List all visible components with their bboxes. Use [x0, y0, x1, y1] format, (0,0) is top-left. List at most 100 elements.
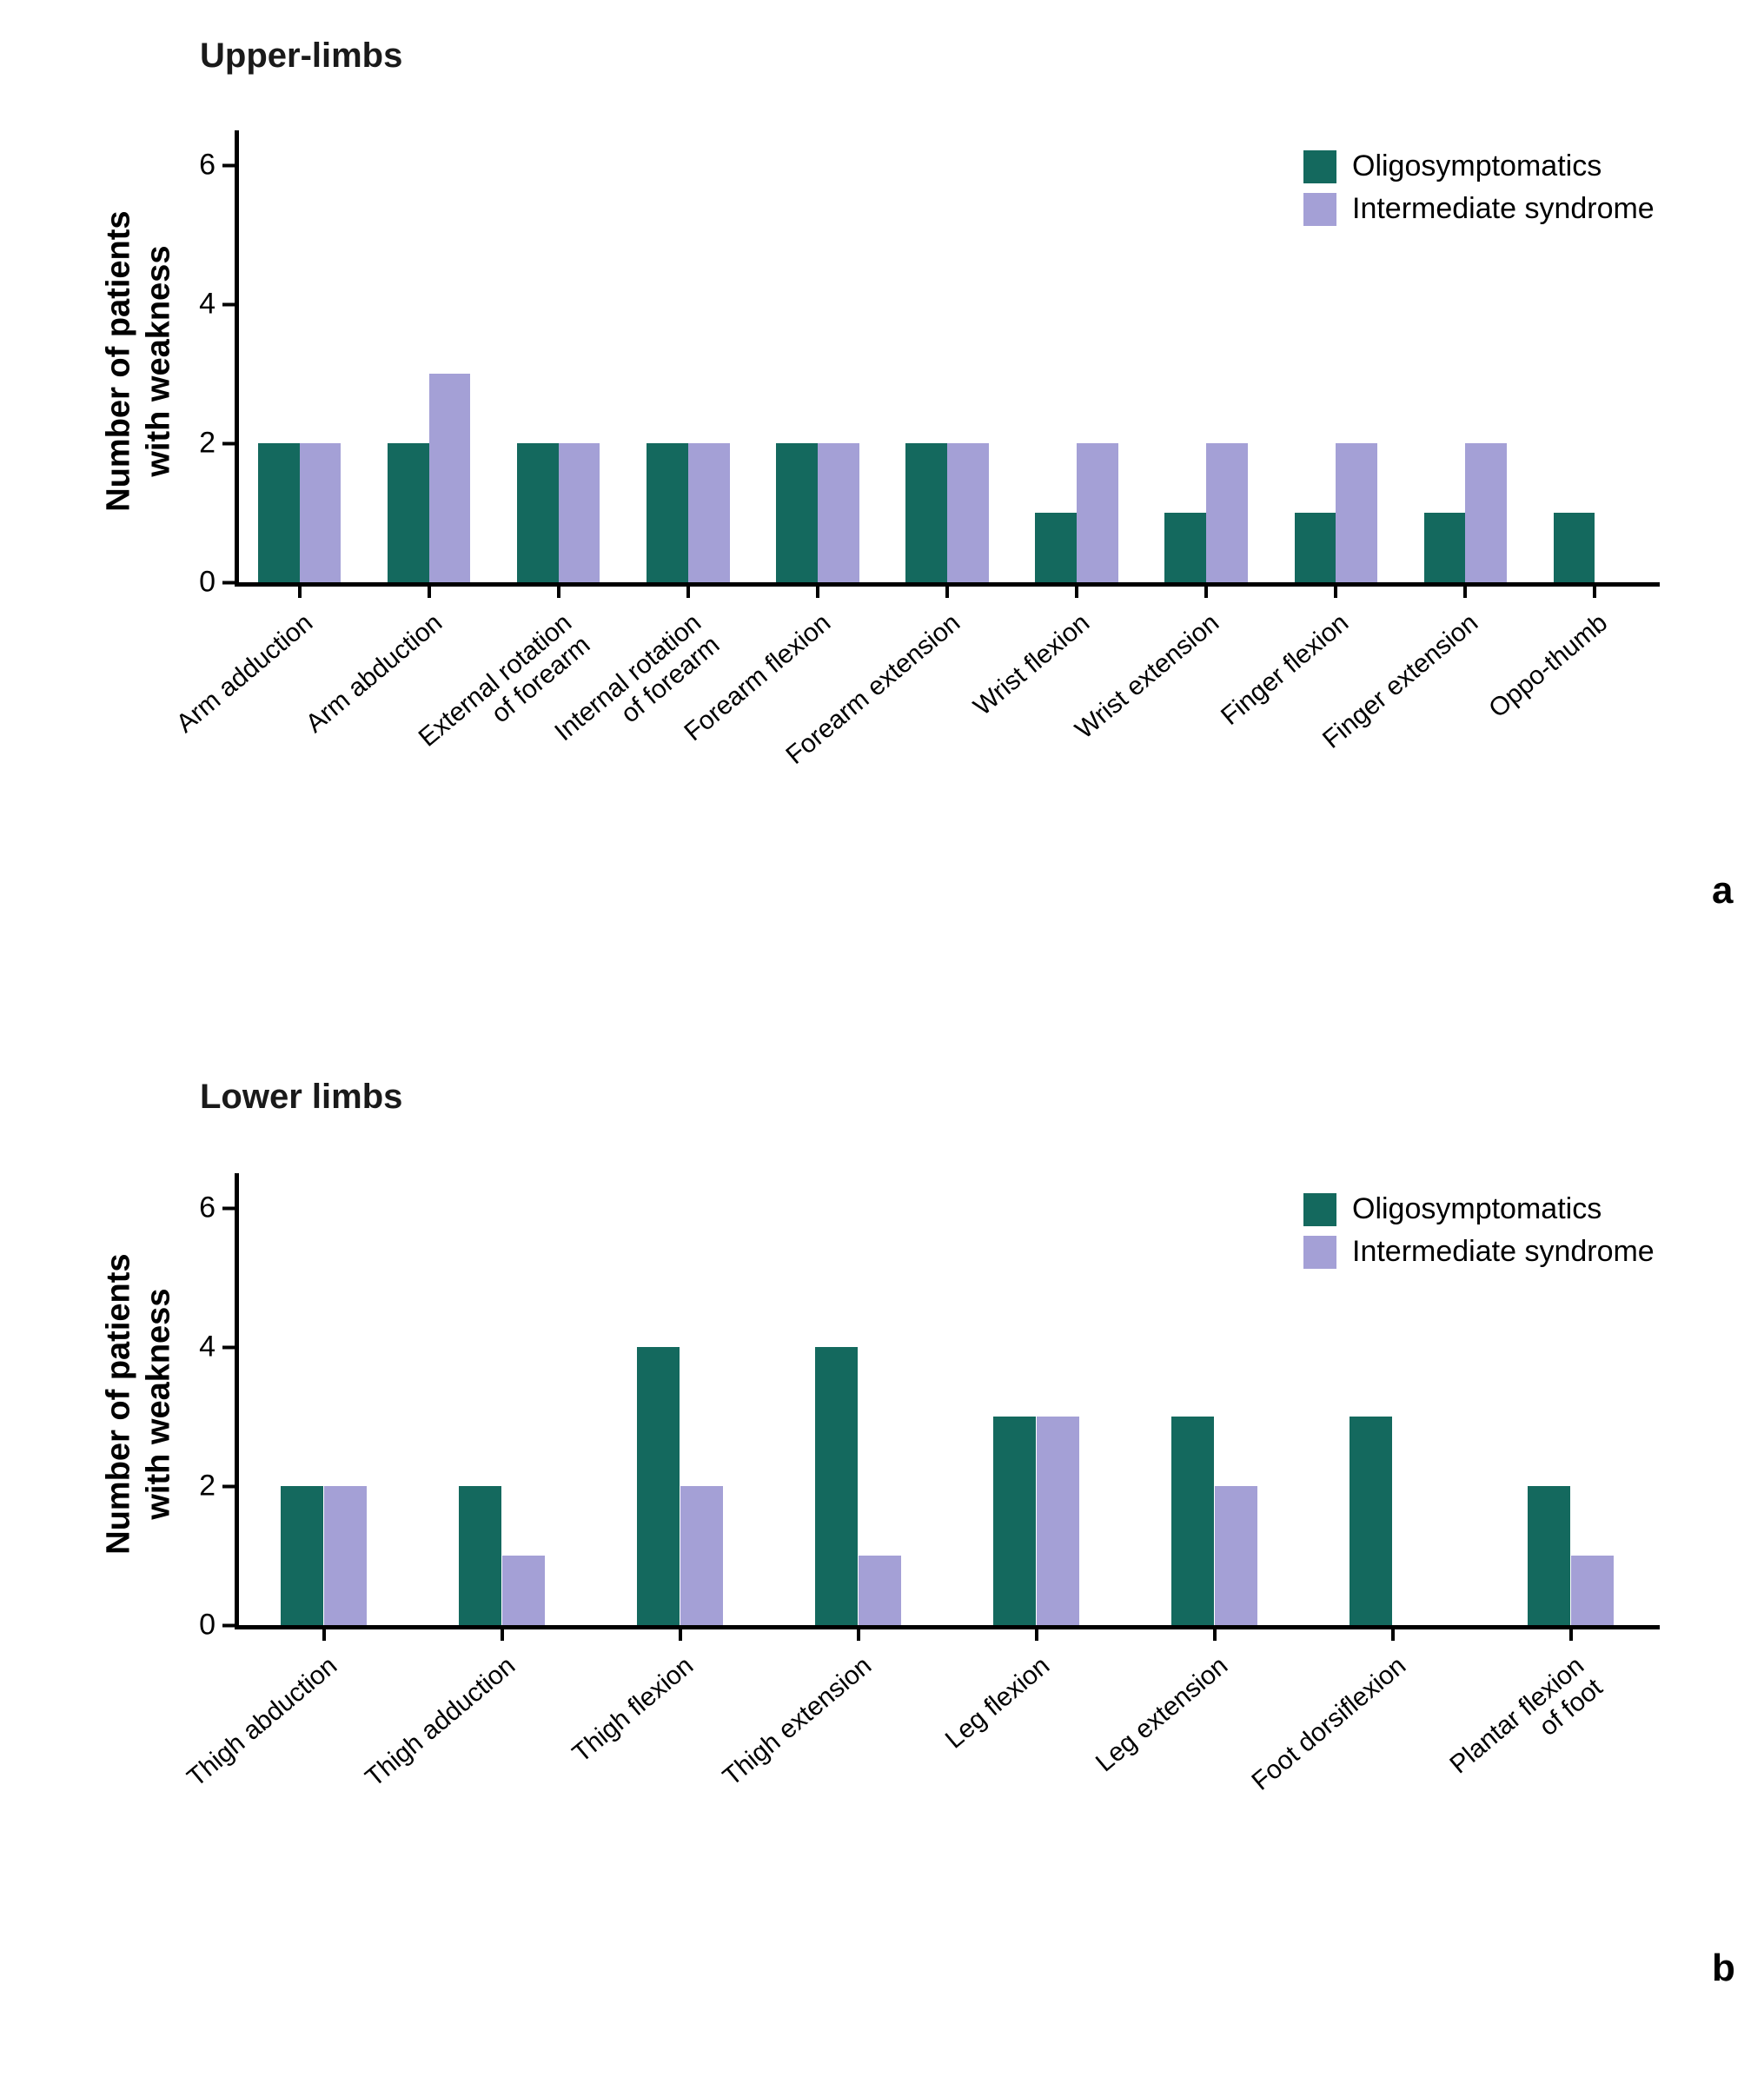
ytick-a: 2 [181, 427, 235, 461]
ytick-b: 4 [181, 1331, 235, 1364]
xtick-mark [557, 586, 560, 598]
bar-a [647, 443, 688, 582]
legend-label: Intermediate syndrome [1352, 1235, 1655, 1269]
bar-a [559, 443, 600, 582]
xlabel-b: Thigh adduction [235, 1651, 521, 1896]
bar-b [637, 1347, 680, 1625]
bar-a [1465, 443, 1507, 582]
legend-a: Oligosymptomatics Intermediate syndrome [1303, 149, 1655, 235]
legend-b: Oligosymptomatics Intermediate syndrome [1303, 1192, 1655, 1277]
bar-a [1554, 513, 1595, 582]
legend-item: Oligosymptomatics [1303, 1192, 1655, 1226]
ytick-mark [222, 1206, 235, 1210]
ytick-mark [222, 1623, 235, 1627]
legend-item: Oligosymptomatics [1303, 149, 1655, 183]
legend-swatch [1303, 1193, 1336, 1226]
panel-letter-b: b [1712, 1947, 1735, 1990]
ytick-mark [222, 1484, 235, 1488]
bar-a [1295, 513, 1336, 582]
bar-a [688, 443, 730, 582]
xtick-mark [501, 1629, 504, 1641]
legend-label: Oligosymptomatics [1352, 1192, 1602, 1226]
xlabel-a: Arm adduction [33, 608, 318, 853]
xlabel-b: Thigh abduction [57, 1651, 342, 1896]
xlabel-a: Wrist extension [940, 608, 1225, 853]
xlabel-b: Leg flexion [770, 1651, 1055, 1896]
xtick-mark [945, 586, 949, 598]
xtick-mark [1569, 1629, 1573, 1641]
xtick-mark [1334, 586, 1337, 598]
bar-b [1215, 1486, 1257, 1625]
panel-title-b: Lower limbs [200, 1078, 402, 1117]
legend-label: Intermediate syndrome [1352, 192, 1655, 226]
bar-b [324, 1486, 367, 1625]
bar-b [1528, 1486, 1570, 1625]
xtick-mark [679, 1629, 682, 1641]
xtick-mark [857, 1629, 860, 1641]
ytick-a: 4 [181, 288, 235, 322]
bar-b [815, 1347, 858, 1625]
bar-a [1035, 513, 1077, 582]
y-axis-a [235, 130, 239, 582]
bar-b [1171, 1417, 1214, 1625]
ytick-b: 2 [181, 1470, 235, 1503]
bar-a [1077, 443, 1118, 582]
ytick-mark [222, 441, 235, 445]
bar-a [1164, 513, 1206, 582]
ytick-label: 2 [181, 1470, 216, 1503]
legend-label: Oligosymptomatics [1352, 149, 1602, 183]
bar-a [258, 443, 300, 582]
ytick-a: 6 [181, 149, 235, 182]
bar-a [1424, 513, 1466, 582]
bar-a [947, 443, 989, 582]
x-axis-b [235, 1625, 1660, 1629]
ytick-mark [222, 1345, 235, 1349]
bar-b [859, 1556, 901, 1625]
ytick-label: 4 [181, 288, 216, 322]
xtick-mark [1593, 586, 1596, 598]
xtick-mark [686, 586, 690, 598]
xlabel-b: Leg extension [948, 1651, 1233, 1896]
xlabel-a: Forearm extension [681, 608, 966, 853]
bar-b [1350, 1417, 1392, 1625]
panel-letter-a: a [1712, 869, 1733, 912]
bar-a [1336, 443, 1377, 582]
bar-a [517, 443, 559, 582]
xlabel-a: Wrist flexion [811, 608, 1096, 853]
ylabel-b: Number of patients with weakness [99, 1178, 178, 1630]
xtick-mark [1463, 586, 1467, 598]
ytick-label: 6 [181, 1191, 216, 1225]
legend-item: Intermediate syndrome [1303, 1235, 1655, 1269]
xlabel-a: Finger extension [1199, 608, 1484, 853]
figure-root: Upper-limbs0246Number of patients with w… [0, 0, 1764, 2097]
xtick-mark [1213, 1629, 1217, 1641]
bar-a [429, 374, 471, 582]
xlabel-b: Thigh extension [592, 1651, 877, 1896]
xtick-mark [1204, 586, 1208, 598]
xlabel-a: Finger flexion [1070, 608, 1355, 853]
ytick-b: 0 [181, 1609, 235, 1642]
ylabel-a: Number of patients with weakness [99, 136, 178, 587]
bar-a [1206, 443, 1248, 582]
xtick-mark [816, 586, 819, 598]
bar-b [1037, 1417, 1079, 1625]
xlabel-b: Thigh flexion [414, 1651, 699, 1896]
ytick-label: 6 [181, 149, 216, 182]
xtick-mark [298, 586, 302, 598]
bar-b [281, 1486, 323, 1625]
bar-a [300, 443, 342, 582]
ytick-mark [222, 302, 235, 306]
ytick-label: 4 [181, 1331, 216, 1364]
legend-swatch [1303, 193, 1336, 226]
bar-a [776, 443, 818, 582]
xtick-mark [1391, 1629, 1395, 1641]
bar-b [459, 1486, 501, 1625]
ytick-label: 2 [181, 427, 216, 461]
y-axis-b [235, 1173, 239, 1625]
ytick-label: 0 [181, 566, 216, 600]
panel-title-a: Upper-limbs [200, 36, 402, 76]
bar-a [388, 443, 429, 582]
legend-item: Intermediate syndrome [1303, 192, 1655, 226]
xtick-mark [322, 1629, 326, 1641]
ytick-label: 0 [181, 1609, 216, 1642]
